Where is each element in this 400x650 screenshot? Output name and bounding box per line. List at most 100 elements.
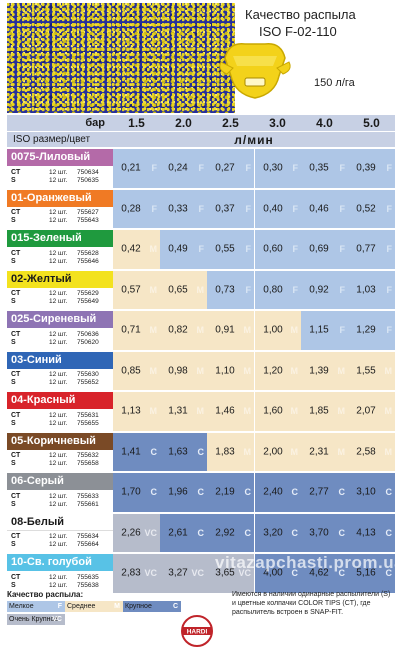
flow-cell: 2,61 C: [160, 513, 207, 552]
quality-code: M: [243, 406, 252, 417]
nozzle-size-color: 015-Зеленый: [7, 230, 113, 247]
flow-cell: 1,41 C: [113, 432, 160, 471]
pack-quantity: 12 шт.: [49, 176, 68, 184]
part-number: 755627: [77, 209, 99, 217]
nozzle-size-color: 06-Серый: [7, 473, 113, 490]
nozzle-order-codes: CT 12 шт. 750636 S 12 шт. 750620: [7, 328, 113, 350]
order-code-line: CT 12 шт. 755628: [11, 250, 113, 258]
quality-code: C: [385, 527, 393, 538]
legend-item: Среднее M: [65, 601, 123, 612]
flow-cell: 0,27 F: [207, 149, 254, 188]
nozzle-row: 01-Оранжевый CT 12 шт. 755627 S 12 шт. 755643 0…: [7, 187, 395, 228]
flow-value: 0,30: [263, 162, 283, 174]
quality-code: M: [243, 446, 252, 457]
flow-cell: 0,40 F: [254, 189, 301, 228]
flow-cell: 2,00 M: [254, 432, 301, 471]
flow-value: 0,42: [121, 243, 141, 255]
flow-value: 2,92: [215, 527, 235, 539]
flow-value: 1,46: [215, 405, 235, 417]
part-number: 755652: [77, 379, 99, 387]
nozzle-label: 0075-Лиловый CT 12 шт. 750634 S 12 шт. 750635: [7, 149, 113, 188]
order-code-line: CT 12 шт. 755633: [11, 493, 113, 501]
legend-row: Мелкое F Среднее M Крупное C: [7, 601, 187, 612]
flow-value: 5,16: [356, 567, 376, 579]
quality-code: M: [384, 365, 393, 376]
quality-code: VC: [144, 568, 157, 579]
quality-code: C: [244, 527, 252, 538]
quality-code: F: [292, 284, 299, 295]
variant-label: CT: [11, 371, 21, 379]
legend-code: VC: [52, 616, 62, 623]
part-number: 755658: [77, 460, 99, 468]
flow-value: 2,31: [309, 446, 329, 458]
order-code-line: S 12 шт. 750620: [11, 339, 113, 347]
flow-cell: 0,30 F: [254, 149, 301, 188]
quality-code: VC: [191, 568, 204, 579]
part-number: 755655: [77, 419, 99, 427]
part-number: 755633: [77, 492, 99, 500]
quality-code: M: [290, 406, 299, 417]
legend-item: Крупное C: [123, 601, 181, 612]
nozzle-size-color: 0075-Лиловый: [7, 149, 113, 166]
pack-quantity: 12 шт.: [49, 330, 68, 338]
quality-code: M: [243, 365, 252, 376]
quality-code: M: [196, 325, 205, 336]
pack-quantity: 12 шт.: [49, 338, 68, 346]
order-code-line: S 12 шт. 755643: [11, 217, 113, 225]
flow-value: 0,27: [215, 162, 235, 174]
nozzle-row: 0075-Лиловый CT 12 шт. 750634 S 12 шт. 750635 0…: [7, 147, 395, 188]
variant-label: CT: [11, 533, 21, 541]
variant-label: CT: [11, 249, 21, 257]
variant-label: S: [11, 217, 16, 225]
part-number: 755661: [77, 500, 99, 508]
legend-code: F: [57, 603, 62, 610]
flow-value: 2,77: [309, 486, 329, 498]
flow-unit-label: л/мин: [234, 133, 274, 147]
part-number: 755664: [77, 541, 99, 549]
variant-label: S: [11, 541, 16, 549]
size-color-label: ISO размер/цвет: [13, 134, 91, 145]
flow-value: 1,10: [215, 365, 235, 377]
legend-title: Качество распыла:: [7, 590, 84, 599]
flow-value: 1,20: [263, 365, 283, 377]
variant-label: S: [11, 298, 16, 306]
quality-code: F: [386, 284, 393, 295]
legend-label: Очень Крупное: [9, 616, 59, 623]
variant-label: S: [11, 581, 16, 589]
flow-cell: 2,40 C: [254, 473, 301, 512]
flow-cell: 1,03 F: [348, 270, 395, 309]
flow-cell: 1,39 M: [301, 351, 348, 390]
flow-cell: 1,13 M: [113, 392, 160, 431]
quality-code: M: [149, 284, 158, 295]
pressure-header: 4.0: [316, 116, 333, 130]
part-number: 755631: [77, 411, 99, 419]
pack-quantity: 12 шт.: [49, 460, 68, 468]
variant-label: CT: [11, 492, 21, 500]
nozzle-order-codes: CT 12 шт. 755629 S 12 шт. 755649: [7, 287, 113, 309]
pack-quantity: 12 шт.: [49, 209, 68, 217]
legend-code: M: [114, 603, 120, 610]
nozzle-row: 02-Желтый CT 12 шт. 755629 S 12 шт. 755649 0,57…: [7, 268, 395, 309]
flow-cell: 0,77 F: [348, 230, 395, 269]
flow-value: 3,10: [356, 486, 376, 498]
flow-cell: 0,91 M: [207, 311, 254, 350]
quality-code: C: [291, 527, 299, 538]
flow-value: 0,46: [309, 203, 329, 215]
nozzle-row: 06-Серый CT 12 шт. 755633 S 12 шт. 755661 1,70 C…: [7, 471, 395, 512]
order-code-line: CT 12 шт. 755632: [11, 452, 113, 460]
flow-value: 4,62: [309, 567, 329, 579]
flow-cell: 0,82 M: [160, 311, 207, 350]
flow-value: 0,92: [309, 284, 329, 296]
nozzle-order-codes: CT 12 шт. 755631 S 12 шт. 755655: [7, 409, 113, 431]
flow-cell: 0,69 F: [301, 230, 348, 269]
watermark: vitazapchasti.prom.ua: [215, 553, 400, 572]
flow-cell: 4,13 C: [348, 513, 395, 552]
flow-value: 2,58: [356, 446, 376, 458]
quality-code: C: [197, 527, 205, 538]
variant-label: S: [11, 419, 16, 427]
quality-code: M: [337, 406, 346, 417]
order-code-line: CT 12 шт. 755629: [11, 290, 113, 298]
quality-code: M: [290, 365, 299, 376]
variant-label: S: [11, 176, 16, 184]
pressure-header: 2.0: [175, 116, 192, 130]
